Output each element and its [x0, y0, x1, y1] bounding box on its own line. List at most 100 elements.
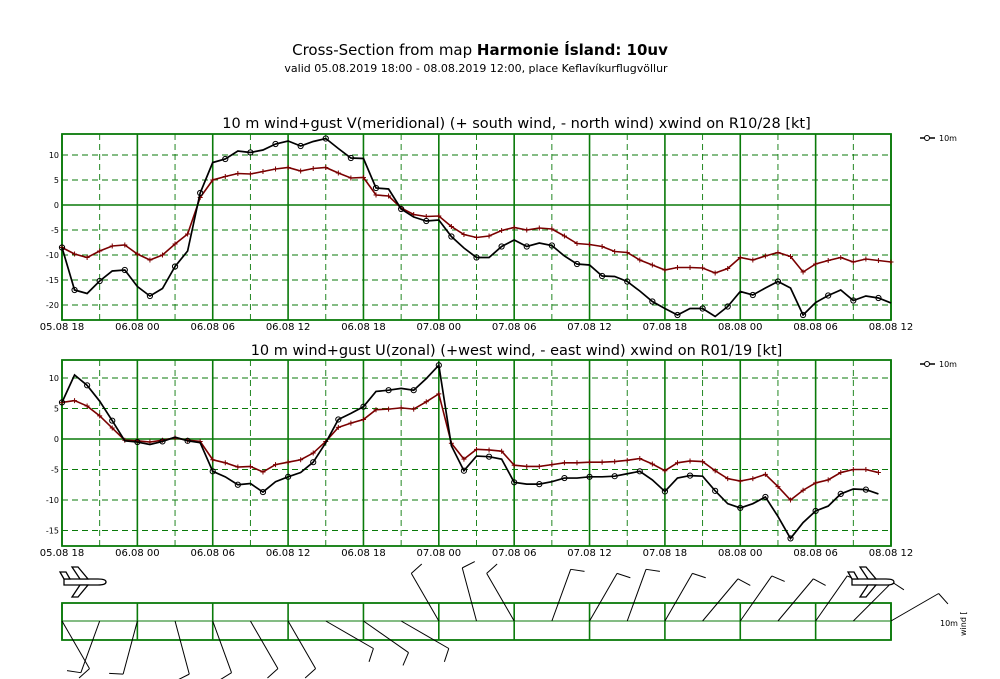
- wind-point: [460, 467, 468, 474]
- strip-axis-label: wind [: [959, 611, 968, 636]
- barb-staff: [739, 575, 773, 622]
- barb-feather: [66, 670, 81, 674]
- gust-point: [310, 450, 316, 456]
- wind-point: [84, 382, 91, 389]
- gust-point: [750, 476, 756, 482]
- wind-point: [799, 311, 807, 319]
- gust-point: [674, 460, 680, 466]
- wind-barb-icon: [890, 593, 949, 622]
- gust-point: [624, 250, 630, 255]
- gust-point: [712, 270, 718, 276]
- gust-point: [511, 225, 517, 230]
- wind-barb-icon: [400, 620, 450, 662]
- gust-point: [134, 251, 140, 257]
- barb-staff: [890, 593, 939, 622]
- wind-point: [272, 140, 279, 148]
- barb-staff: [325, 620, 374, 649]
- gust-point: [486, 447, 492, 453]
- gust-point: [587, 459, 593, 465]
- wind-barb-icon: [486, 563, 515, 622]
- gust-point: [335, 170, 341, 176]
- legend-label: 10m: [939, 360, 957, 369]
- plot-frame: [61, 133, 892, 321]
- x-tick-label: 05.08 18: [40, 322, 85, 333]
- y-tick-label: -15: [46, 527, 59, 536]
- wind-point: [674, 311, 681, 319]
- gust-point: [360, 175, 366, 180]
- plane-body: [63, 578, 107, 586]
- chart-title: 10 m wind+gust U(zonal) (+west wind, - e…: [251, 343, 783, 359]
- wind-point: [561, 474, 568, 482]
- legend-marker: [924, 361, 930, 367]
- gust-point: [310, 166, 316, 171]
- wind-point: [762, 493, 769, 501]
- wind-point: [322, 135, 329, 142]
- gust-point: [838, 470, 844, 476]
- barb-staff: [626, 569, 647, 622]
- gust-point: [813, 261, 819, 267]
- x-tick-label: 07.08 18: [643, 548, 688, 559]
- gust-point: [84, 255, 90, 260]
- gust-point: [360, 416, 366, 422]
- gust-point: [637, 257, 643, 263]
- gust-point: [474, 446, 479, 452]
- x-tick-label: 06.08 12: [266, 548, 311, 559]
- barb-feather: [486, 563, 498, 574]
- y-tick-label: 5: [54, 405, 59, 414]
- wind-point: [297, 142, 304, 150]
- gust-point: [260, 169, 266, 174]
- gust-point: [649, 262, 655, 268]
- barb-feather: [462, 561, 475, 569]
- wind-point: [536, 481, 543, 488]
- wind-point: [435, 362, 442, 369]
- gust-point: [838, 255, 844, 260]
- barb-staff: [551, 569, 572, 622]
- wind-point: [586, 473, 593, 480]
- gust-point: [825, 258, 831, 263]
- x-tick-label: 08.08 06: [793, 548, 838, 559]
- barb-staff: [461, 567, 477, 622]
- y-tick-label: -10: [46, 251, 59, 260]
- gust-point: [775, 484, 781, 490]
- x-tick-label: 05.08 18: [40, 548, 85, 559]
- x-tick-label: 08.08 00: [718, 548, 763, 559]
- wind-point: [372, 184, 380, 192]
- wind-point: [724, 303, 731, 310]
- gust-point: [687, 458, 693, 464]
- barb-feather: [938, 593, 949, 605]
- wind-point: [209, 468, 216, 475]
- gust-point: [222, 174, 228, 179]
- wind-point: [335, 416, 342, 423]
- wind-barb-icon: [325, 620, 374, 662]
- gust-point: [373, 407, 379, 413]
- gust-point: [788, 497, 794, 503]
- wind-point: [737, 504, 744, 512]
- gust-point: [298, 457, 304, 463]
- gust-point: [561, 233, 567, 239]
- wind-barb-icon: [551, 568, 585, 622]
- wind-point: [624, 278, 631, 285]
- wind-point: [284, 473, 292, 480]
- wind-point: [787, 535, 794, 542]
- chart-title: 10 m wind+gust V(meridional) (+ south wi…: [222, 116, 810, 132]
- plot-frame: [61, 359, 892, 547]
- gust-point: [72, 398, 78, 404]
- wind-point: [234, 481, 241, 488]
- gust-point: [386, 193, 392, 199]
- gust-point: [172, 241, 178, 247]
- barb-staff: [80, 620, 101, 673]
- y-tick-label: 10: [49, 151, 59, 160]
- gust-point: [511, 462, 517, 468]
- barb-staff: [777, 578, 814, 622]
- gust-point: [373, 192, 379, 198]
- wind-point: [58, 244, 66, 251]
- gust-point: [499, 228, 505, 233]
- x-tick-label: 08.08 06: [793, 322, 838, 333]
- wind-point: [347, 154, 354, 162]
- barb-feather: [178, 673, 190, 679]
- y-tick-label: -15: [46, 276, 59, 285]
- gust-point: [574, 460, 580, 466]
- gust-point: [649, 461, 655, 467]
- gust-point: [273, 462, 279, 468]
